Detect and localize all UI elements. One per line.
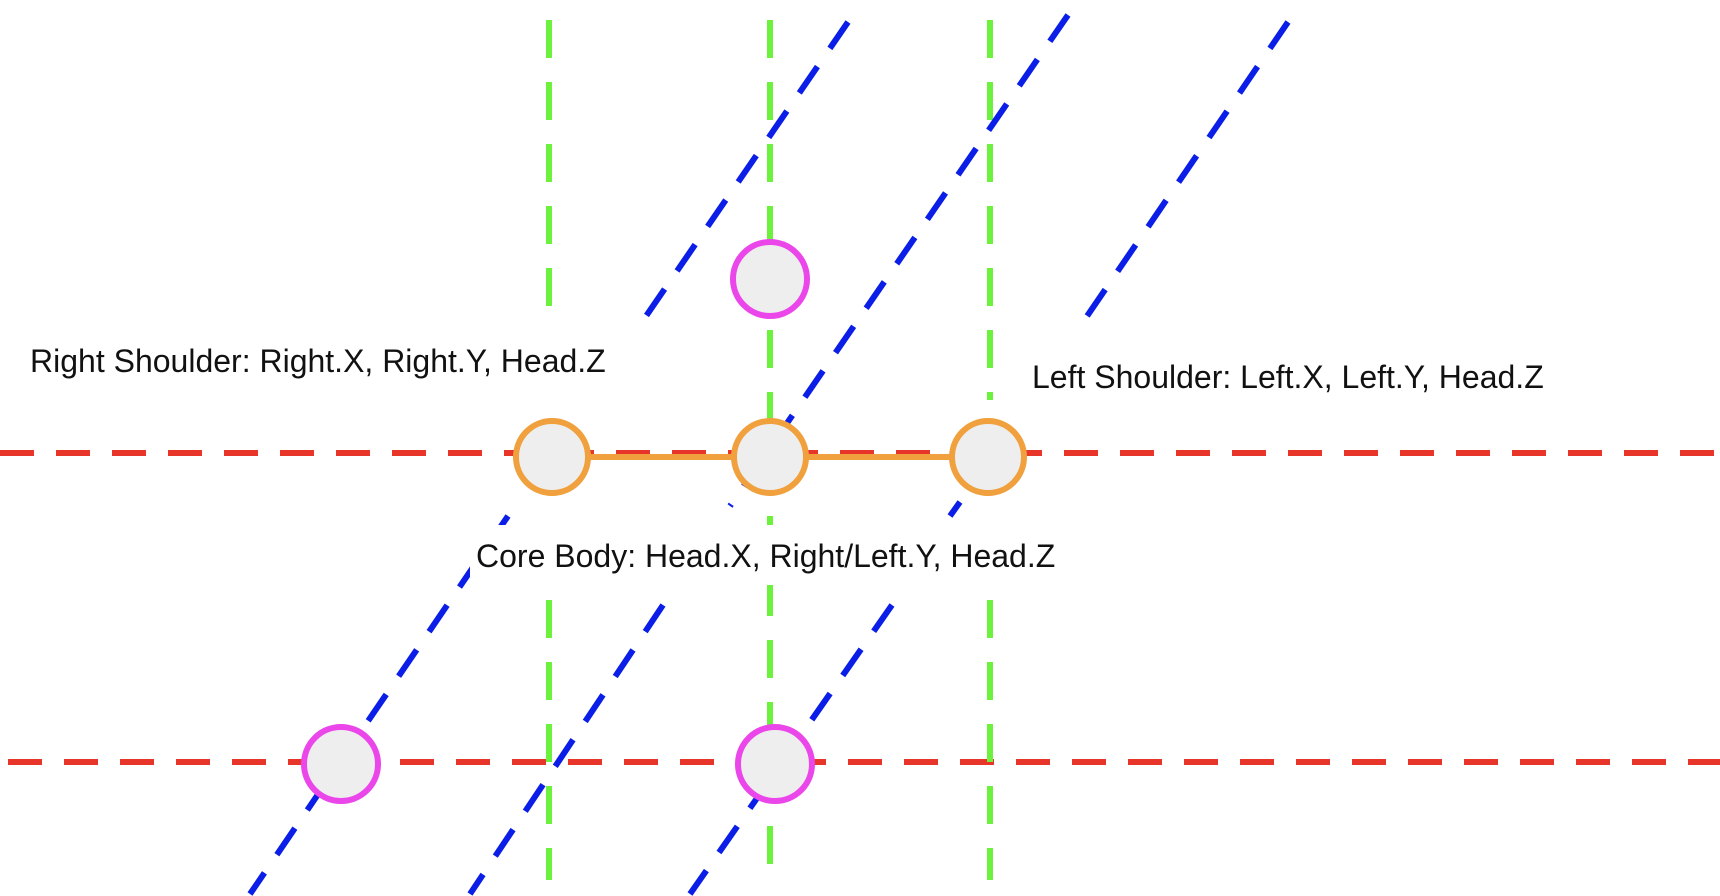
diagonal-guide-1-upper — [639, 20, 851, 324]
diagonal-guide-2-lower — [467, 603, 666, 896]
right-shoulder-joint — [513, 418, 591, 496]
annotation-labels: Right Shoulder: Right.X, Right.Y, Head.Z… — [30, 343, 1544, 574]
diagonal-guide-lines — [247, 13, 1291, 896]
reference-point-nodes — [301, 239, 815, 804]
head-reference-point — [730, 239, 810, 319]
left-shoulder-label-bg — [1020, 348, 1560, 398]
right-reference-point — [301, 724, 381, 804]
diagonal-guide-3-middle — [947, 500, 963, 518]
right-shoulder-label: Right Shoulder: Right.X, Right.Y, Head.Z — [30, 343, 606, 379]
left-shoulder-label: Left Shoulder: Left.X, Left.Y, Head.Z — [1032, 359, 1544, 395]
diagonal-guide-3-upper — [1080, 20, 1291, 324]
label-backgrounds — [470, 348, 1560, 585]
core-body-label-bg — [470, 525, 1080, 585]
body-joint-nodes — [513, 418, 1027, 496]
core-body-label: Core Body: Head.X, Right/Left.Y, Head.Z — [476, 538, 1055, 574]
horizontal-guide-lines — [0, 450, 1720, 765]
core-body-joint — [731, 418, 809, 496]
diagonal-guide-1-lower — [247, 514, 511, 896]
left-shoulder-joint — [949, 418, 1027, 496]
left-reference-point — [735, 724, 815, 804]
